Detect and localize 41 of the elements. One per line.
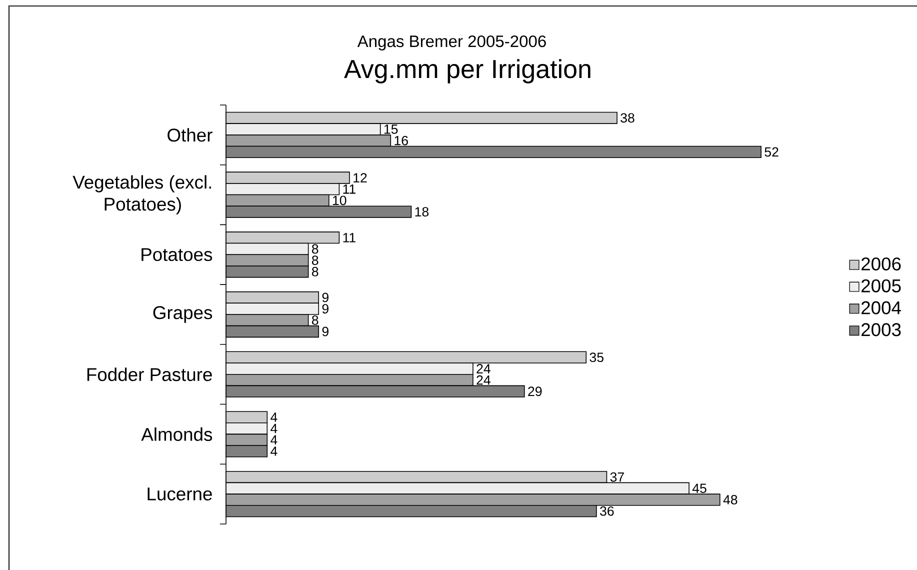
data-label: 24 [476,364,490,374]
y-tick-label: Grapes [153,306,212,323]
y-tick-label: Potatoes [142,248,212,262]
legend-label: 2006 [862,257,901,270]
data-label: 8 [312,266,318,276]
data-label: 4 [270,435,278,444]
data-label: 38 [620,113,634,123]
data-label: 37 [610,472,624,482]
data-label: 45 [692,484,706,494]
data-label: 29 [528,386,542,396]
data-label: 18 [415,207,429,217]
data-label: 24 [476,375,490,385]
data-label: 4 [270,412,278,422]
chart-title: Avg.mm per Irrigation [344,59,590,84]
data-label: 8 [312,256,318,266]
data-label: 15 [384,124,398,134]
y-tick-label: Lucerne [148,488,212,500]
data-label: 12 [354,173,367,182]
legend-label: 2003 [862,323,901,336]
legend-label: 2004 [862,301,901,314]
data-label: 36 [600,506,614,516]
y-tick-label: Almonds [141,427,212,441]
data-label: 35 [590,352,604,362]
data-label: 10 [332,196,346,206]
data-label: 9 [322,292,328,302]
y-tick-label: Vegetables (excl. Potatoes) [72,175,212,214]
data-label: 8 [312,315,318,325]
data-label: 9 [322,326,328,336]
data-label: 9 [322,304,328,314]
data-label: 48 [723,495,738,504]
data-label: 8 [312,244,318,254]
data-label: 11 [343,233,356,242]
data-label: 11 [343,184,356,194]
y-tick-label: Fodder Pasture [87,368,212,382]
data-label: 4 [270,446,278,456]
data-label: 52 [764,147,778,157]
data-label: 16 [394,136,408,146]
y-tick-label: Other [168,128,212,142]
data-label: 4 [270,424,278,434]
legend-label: 2005 [862,279,901,292]
chart-subtitle: Angas Bremer 2005-2006 [357,35,546,50]
